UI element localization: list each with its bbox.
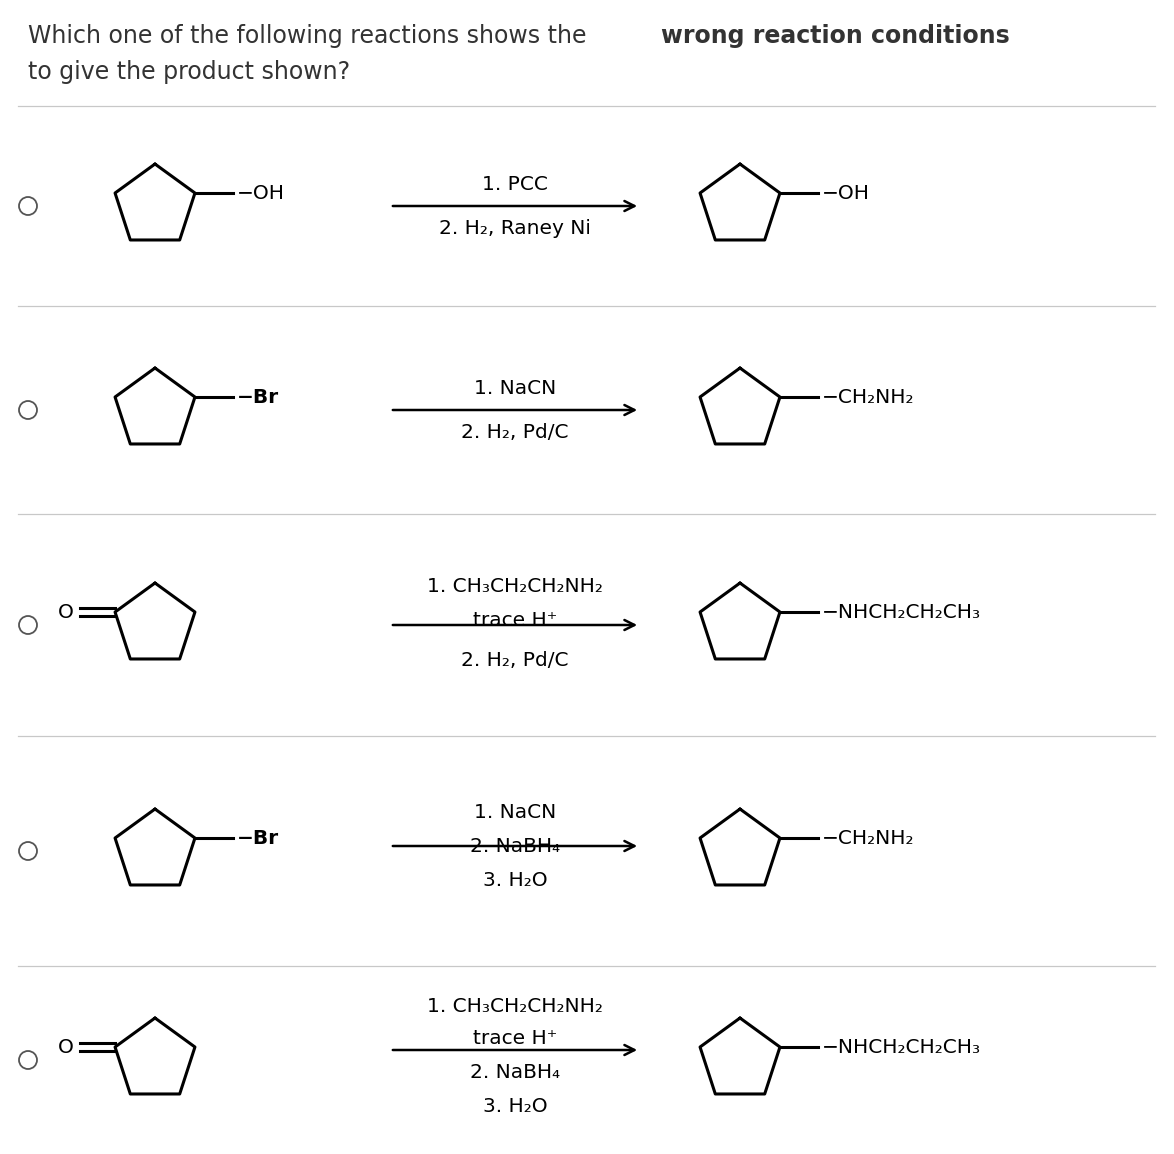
Text: Which one of the following reactions shows the: Which one of the following reactions sho… xyxy=(28,24,594,48)
Text: −Br: −Br xyxy=(237,829,279,847)
Text: 2. H₂, Raney Ni: 2. H₂, Raney Ni xyxy=(439,218,591,238)
Text: −NHCH₂CH₂CH₃: −NHCH₂CH₂CH₃ xyxy=(822,1037,981,1057)
Text: −CH₂NH₂: −CH₂NH₂ xyxy=(822,388,915,406)
Text: 2. H₂, Pd/C: 2. H₂, Pd/C xyxy=(461,651,568,669)
Text: 1. NaCN: 1. NaCN xyxy=(474,803,556,823)
Text: −OH: −OH xyxy=(822,183,870,202)
Text: 1. CH₃CH₂CH₂NH₂: 1. CH₃CH₂CH₂NH₂ xyxy=(427,577,603,597)
Text: 2. H₂, Pd/C: 2. H₂, Pd/C xyxy=(461,422,568,442)
Text: −NHCH₂CH₂CH₃: −NHCH₂CH₂CH₃ xyxy=(822,602,981,622)
Text: −OH: −OH xyxy=(237,183,285,202)
Text: 1. NaCN: 1. NaCN xyxy=(474,379,556,397)
Text: 3. H₂O: 3. H₂O xyxy=(483,1096,547,1116)
Text: 1. CH₃CH₂CH₂NH₂: 1. CH₃CH₂CH₂NH₂ xyxy=(427,997,603,1016)
Text: 2. NaBH₄: 2. NaBH₄ xyxy=(470,1063,560,1081)
Text: to give the product shown?: to give the product shown? xyxy=(28,60,350,84)
Text: −CH₂NH₂: −CH₂NH₂ xyxy=(822,829,915,847)
Text: 3. H₂O: 3. H₂O xyxy=(483,871,547,891)
Text: 1. PCC: 1. PCC xyxy=(483,174,548,194)
Text: trace H⁺: trace H⁺ xyxy=(473,610,558,629)
Text: O: O xyxy=(59,602,74,622)
Text: wrong reaction conditions: wrong reaction conditions xyxy=(661,24,1010,48)
Text: 2. NaBH₄: 2. NaBH₄ xyxy=(470,837,560,855)
Text: −Br: −Br xyxy=(237,388,279,406)
Text: O: O xyxy=(59,1037,74,1057)
Text: trace H⁺: trace H⁺ xyxy=(473,1028,558,1048)
